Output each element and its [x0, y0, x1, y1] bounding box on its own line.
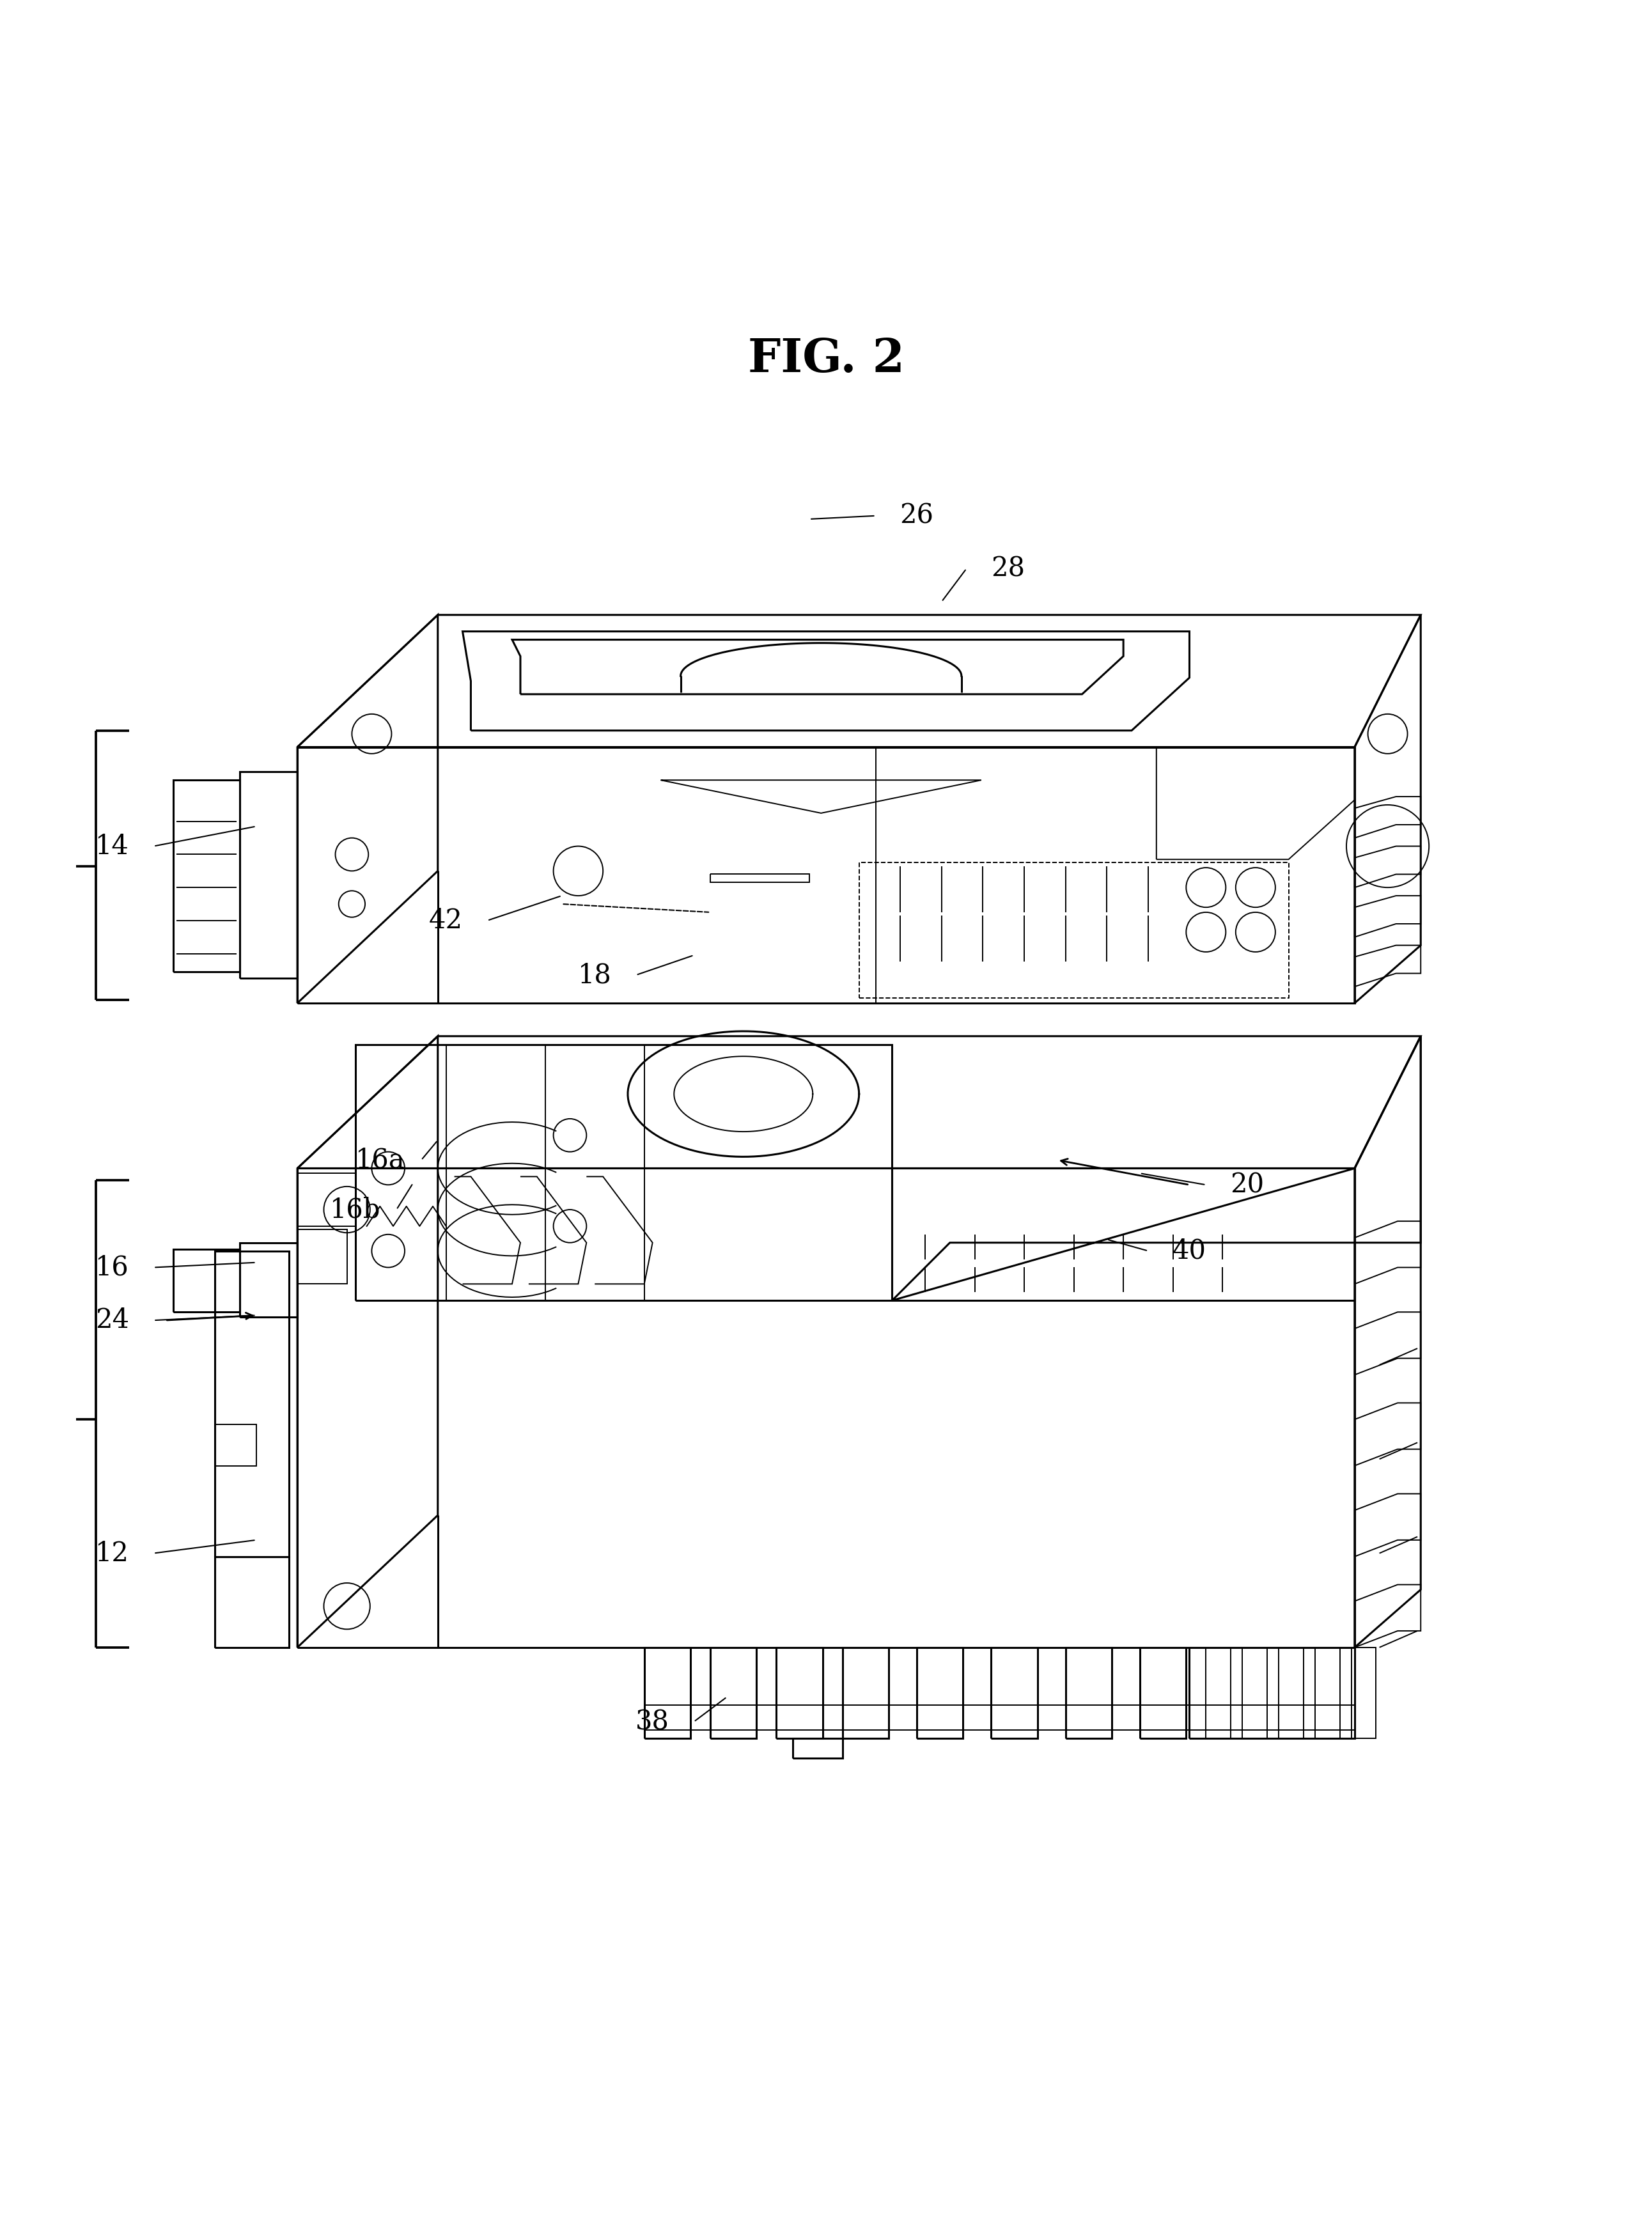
Text: 24: 24	[96, 1306, 129, 1335]
Text: 26: 26	[900, 502, 933, 529]
Text: 16b: 16b	[330, 1197, 380, 1224]
Text: FIG. 2: FIG. 2	[748, 335, 904, 382]
Text: 40: 40	[1173, 1237, 1206, 1264]
Text: 28: 28	[991, 555, 1024, 582]
Text: 14: 14	[96, 833, 129, 860]
Text: 16a: 16a	[355, 1146, 405, 1173]
Text: 16: 16	[96, 1255, 129, 1282]
Text: 12: 12	[96, 1539, 129, 1566]
Text: 42: 42	[430, 906, 463, 935]
Text: 38: 38	[636, 1708, 669, 1735]
Text: 18: 18	[578, 962, 611, 988]
Text: 20: 20	[1231, 1170, 1264, 1199]
